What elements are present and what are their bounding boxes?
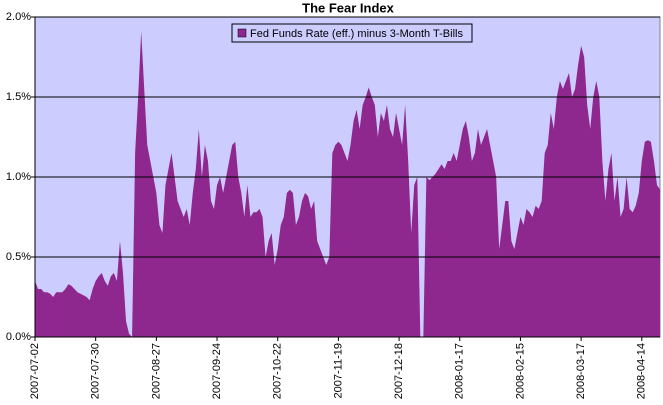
x-tick-label: 2008-01-17 — [454, 343, 466, 399]
y-tick-label: 0.0% — [6, 331, 31, 343]
x-tick-label: 2007-08-27 — [150, 343, 162, 399]
legend-label: Fed Funds Rate (eff.) minus 3-Month T-Bi… — [250, 28, 463, 40]
legend: Fed Funds Rate (eff.) minus 3-Month T-Bi… — [231, 23, 473, 43]
x-tick-label: 2008-03-17 — [575, 343, 587, 399]
y-tick-label: 2.0% — [6, 11, 31, 23]
x-tick-label: 2008-04-14 — [636, 343, 648, 399]
x-tick-label: 2007-09-24 — [211, 343, 223, 399]
legend-swatch — [237, 28, 247, 38]
chart-title: The Fear Index — [302, 0, 395, 15]
area — [35, 31, 660, 338]
x-tick-label: 2007-10-22 — [272, 343, 284, 399]
x-tick-label: 2007-12-18 — [393, 343, 405, 399]
x-tick-label: 2007-07-30 — [90, 343, 102, 399]
y-tick-label: 1.0% — [6, 171, 31, 183]
x-tick-label: 2007-07-02 — [29, 343, 41, 399]
legend-box — [231, 23, 473, 43]
x-tick-label: 2008-02-15 — [514, 343, 526, 399]
y-tick-label: 1.5% — [6, 91, 31, 103]
y-tick-label: 0.5% — [6, 251, 31, 263]
x-tick-label: 2007-11-19 — [332, 343, 344, 398]
